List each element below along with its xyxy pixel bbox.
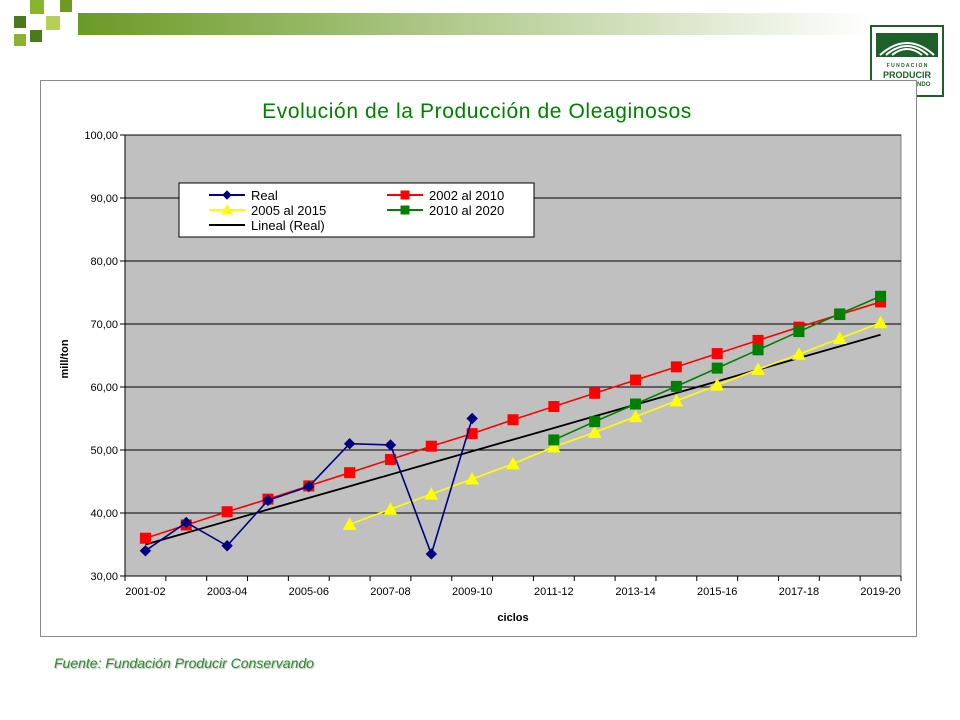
data-point [139,545,152,557]
decor-square [60,0,72,12]
data-point [465,471,480,485]
data-point [589,387,601,399]
legend-entry: 2005 al 2015 [209,203,326,218]
data-point [344,467,356,479]
data-point [546,439,561,453]
series-2010-al-2020 [548,290,887,446]
data-point [628,409,643,423]
x-tick-label: 2005-06 [289,586,329,598]
y-tick-label: 90,00 [90,193,118,205]
data-point [752,344,764,356]
data-point [751,362,765,375]
data-point [711,362,723,374]
legend-label: Real [251,188,278,203]
data-point [670,361,682,373]
data-point [383,502,398,515]
decor-square [30,0,44,14]
line-chart: Evolución de la Producción de Oleaginoso… [59,100,902,624]
data-point [548,401,560,413]
data-point [425,440,437,452]
data-point [400,205,410,215]
data-point [180,516,192,529]
decor-square [46,16,60,30]
series-real [139,412,478,560]
y-tick-label: 30,00 [90,571,118,583]
data-point [548,434,560,446]
chart-title: Evolución de la Producción de Oleaginoso… [262,100,692,123]
data-point [424,487,439,500]
source-note: Fuente: Fundación Producir Conservando [54,655,314,671]
data-point [793,326,805,338]
y-tick-label: 70,00 [90,319,118,331]
data-point [873,315,888,329]
series-layer [139,290,888,560]
data-point [710,378,725,391]
legend-entry: 2010 al 2020 [387,203,504,218]
legend-label: 2002 al 2010 [429,188,504,203]
y-tick-label: 100,00 [84,130,118,142]
x-tick-label: 2011-12 [534,586,574,598]
data-point [139,532,151,544]
data-point [711,348,723,360]
legend-entry: Real [209,188,278,203]
y-tick-label: 50,00 [90,445,118,457]
data-point [303,480,315,493]
legend-label: Lineal (Real) [251,218,325,233]
y-tick-label: 40,00 [90,508,118,520]
data-point [221,540,233,552]
data-point [630,374,642,386]
x-tick-label: 2013-14 [615,586,655,598]
data-point [832,331,847,344]
data-point [506,456,520,470]
x-tick-label: 2003-04 [207,586,247,598]
header-band [78,13,870,35]
decor-square [14,34,26,46]
legend-label: 2010 al 2020 [429,203,504,218]
data-point [222,190,232,200]
y-tick-label: 80,00 [90,256,118,268]
data-point [834,308,846,320]
y-axis-title: mill/ton [59,339,71,378]
data-point [343,437,356,450]
data-point [466,412,478,425]
chart-legend: Real 2002 al 2010 2005 al 2015 2010 al 2020… [178,182,535,238]
series-line [349,321,881,526]
data-point [630,398,642,410]
data-point [507,414,519,426]
data-point [262,494,274,507]
chart-frame: Evolución de la Producción de Oleaginoso… [40,80,917,637]
legend-entry: 2002 al 2010 [387,188,504,203]
decor-square [30,30,42,42]
legend-entry: Lineal (Real) [209,218,325,233]
logo-middle-text: PRODUCIR [882,70,931,80]
data-point [221,203,233,215]
data-point [342,517,357,530]
data-point [384,439,397,451]
x-tick-label: 2017-18 [779,586,819,598]
logo-top-text: F U N D A C I O N [886,63,928,69]
x-tick-label: 2019-20 [860,586,900,598]
data-point [669,393,684,407]
logo-emblem-icon [876,33,938,57]
data-point [425,548,438,560]
x-tick-label: 2001-02 [125,586,165,598]
data-point [875,290,887,302]
x-tick-label: 2009-10 [452,586,492,598]
data-point [589,416,601,428]
data-point [587,425,602,438]
legend-label: 2005 al 2015 [251,203,326,218]
data-point [792,347,806,360]
x-axis-title: ciclos [497,612,528,624]
data-point [221,506,233,518]
y-tick-label: 60,00 [90,382,118,394]
data-point [670,380,682,392]
data-point [400,190,410,200]
axes: 30,00 40,00 50,00 60,00 70,00 80,00 90,00 100,0… [84,130,902,598]
x-tick-label: 2015-16 [697,586,737,598]
data-point [752,334,764,346]
decor-square [14,16,26,28]
series-2005-al-2015 [342,315,888,530]
x-tick-label: 2007-08 [370,586,410,598]
